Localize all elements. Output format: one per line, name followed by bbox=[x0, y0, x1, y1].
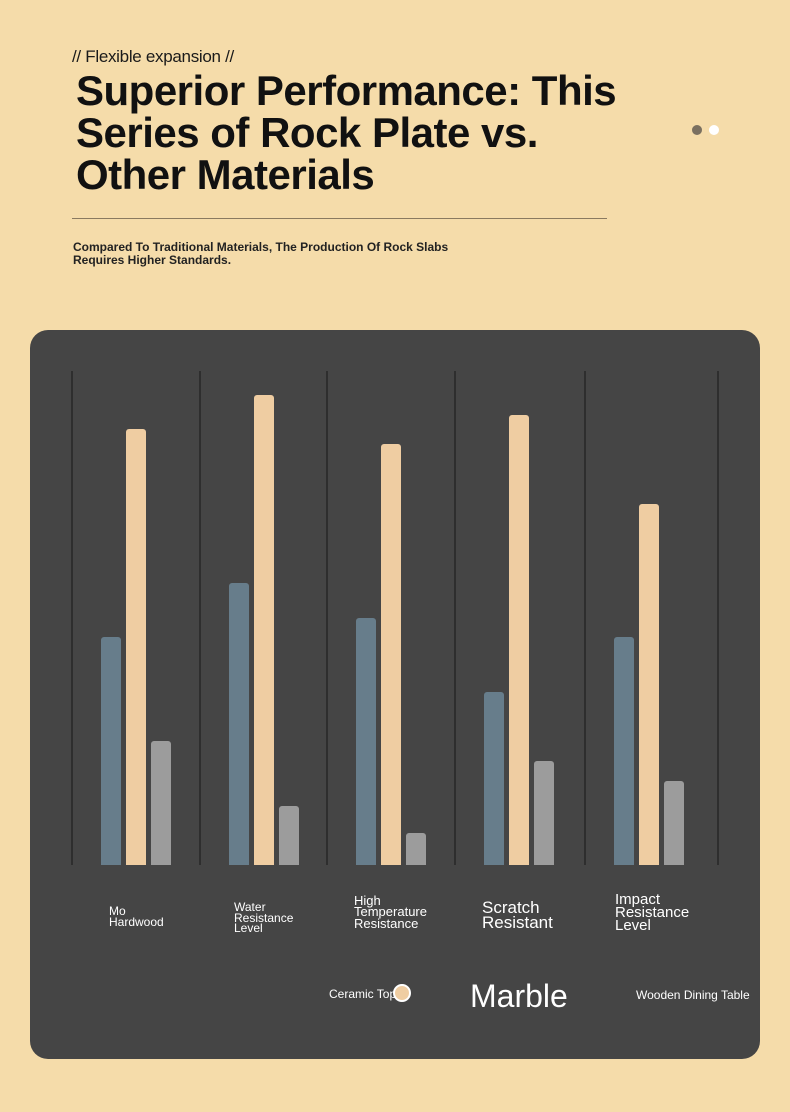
bar bbox=[151, 741, 171, 865]
divider bbox=[72, 218, 607, 219]
separator bbox=[717, 371, 719, 865]
bar bbox=[254, 394, 274, 865]
bar bbox=[664, 780, 684, 865]
category-label: High Temperature Resistance bbox=[354, 893, 427, 931]
category-label: Scratch Resistant bbox=[482, 898, 553, 932]
bar bbox=[126, 429, 146, 865]
bar bbox=[509, 414, 529, 865]
bar bbox=[614, 637, 634, 865]
legend-label: Ceramic Top bbox=[329, 987, 397, 1001]
bar bbox=[406, 832, 426, 865]
pager-dot[interactable] bbox=[709, 125, 719, 135]
separator bbox=[454, 371, 456, 865]
bar bbox=[101, 637, 121, 865]
separator bbox=[199, 371, 201, 865]
legend-dot bbox=[393, 984, 411, 1002]
legend-label: Marble bbox=[470, 978, 568, 1014]
category-label: Water Resistance Level bbox=[234, 900, 294, 936]
legend-label: Wooden Dining Table bbox=[636, 988, 750, 1002]
bar bbox=[381, 444, 401, 865]
bar bbox=[279, 805, 299, 865]
kicker: // Flexible expansion // bbox=[72, 47, 234, 66]
bar bbox=[534, 761, 554, 865]
bar bbox=[484, 691, 504, 865]
category-label: Impact Resistance Level bbox=[615, 891, 690, 935]
bar bbox=[356, 617, 376, 865]
title: Superior Performance: This Series of Roc… bbox=[76, 67, 617, 198]
category-label: Mo Hardwood bbox=[109, 904, 164, 929]
separator bbox=[326, 371, 328, 865]
bar bbox=[639, 503, 659, 865]
bar bbox=[229, 582, 249, 865]
subtitle: Compared To Traditional Materials, The P… bbox=[73, 240, 449, 267]
separator bbox=[584, 371, 586, 865]
separator bbox=[71, 371, 73, 865]
pager-dot[interactable] bbox=[692, 125, 702, 135]
